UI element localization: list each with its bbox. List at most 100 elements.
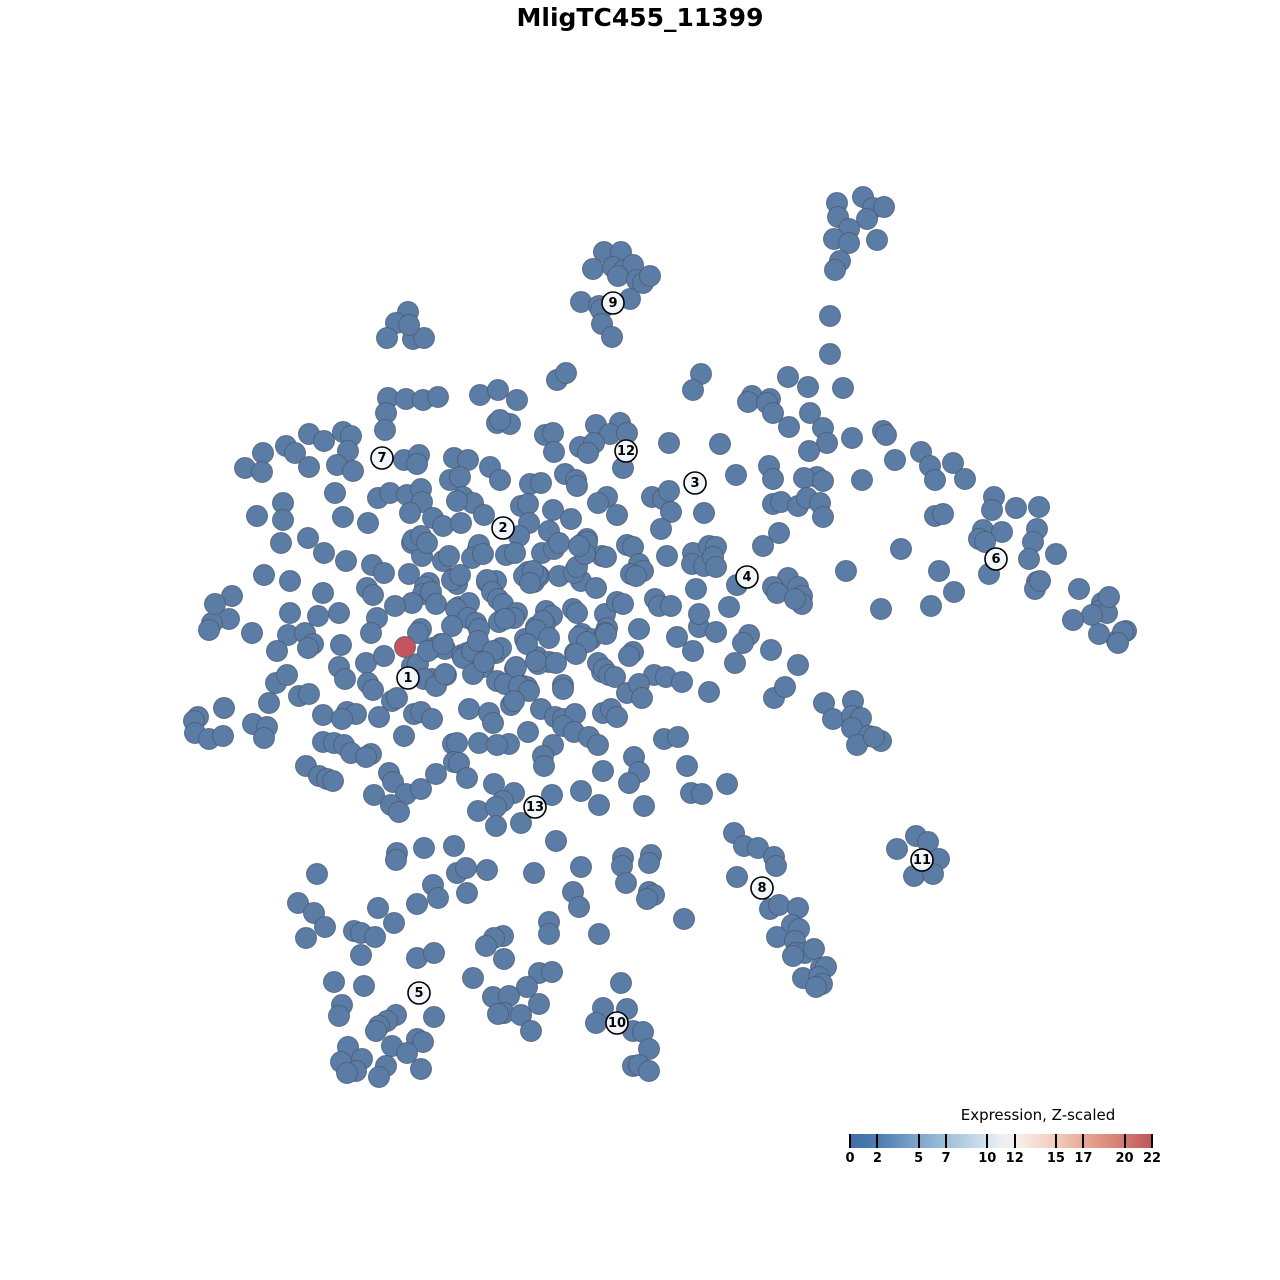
data-point: [943, 581, 965, 603]
data-point: [638, 1038, 660, 1060]
data-point: [656, 545, 678, 567]
data-point: [398, 563, 420, 585]
data-point: [991, 521, 1013, 543]
data-point: [538, 923, 560, 945]
data-point: [676, 755, 698, 777]
data-point: [198, 619, 220, 641]
data-point: [787, 654, 809, 676]
data-point: [875, 424, 897, 446]
data-point: [565, 643, 587, 665]
data-point: [485, 815, 507, 837]
cluster-label-text-12: 12: [617, 444, 635, 459]
data-point: [1068, 578, 1090, 600]
data-point: [760, 639, 782, 661]
data-point: [1098, 586, 1120, 608]
data-point: [486, 734, 508, 756]
plot-title: MligTC455_11399: [516, 3, 764, 32]
data-point: [213, 697, 235, 719]
data-point: [407, 622, 429, 644]
data-point: [432, 633, 454, 655]
data-point: [566, 602, 588, 624]
data-point: [360, 622, 382, 644]
data-point: [350, 944, 372, 966]
data-point: [705, 556, 727, 578]
data-point: [688, 603, 710, 625]
data-point: [398, 314, 420, 336]
data-point: [628, 618, 650, 640]
data-point: [253, 727, 275, 749]
data-point: [726, 866, 748, 888]
data-point: [383, 912, 405, 934]
cluster-label-circle-5: [407, 981, 431, 1005]
data-point: [312, 704, 334, 726]
data-point: [856, 208, 878, 230]
data-point: [475, 935, 497, 957]
data-point: [660, 501, 682, 523]
data-point: [482, 712, 504, 734]
data-point: [416, 532, 438, 554]
data-point: [542, 499, 564, 521]
cluster-label-text-7: 7: [377, 451, 386, 466]
data-point: [570, 856, 592, 878]
data-point: [673, 908, 695, 930]
data-point: [322, 770, 344, 792]
data-point: [313, 430, 335, 452]
data-point: [342, 460, 364, 482]
data-point: [618, 645, 640, 667]
data-point: [270, 532, 292, 554]
data-point: [705, 621, 727, 643]
data-point: [485, 796, 507, 818]
data-point: [517, 493, 539, 515]
data-point: [376, 327, 398, 349]
data-point: [425, 763, 447, 785]
data-point: [258, 692, 280, 714]
cluster-label-circle-3: [683, 471, 707, 495]
data-point: [568, 896, 590, 918]
cluster-label-text-13: 13: [526, 800, 544, 815]
data-point: [778, 416, 800, 438]
data-point: [819, 343, 841, 365]
data-point: [548, 532, 570, 554]
data-point: [483, 773, 505, 795]
data-point: [295, 927, 317, 949]
data-point: [592, 760, 614, 782]
cluster-label-circle-11: [910, 848, 934, 872]
data-point: [691, 783, 713, 805]
data-point: [252, 442, 274, 464]
data-point: [822, 708, 844, 730]
data-point: [362, 679, 384, 701]
data-point: [671, 671, 693, 693]
data-point: [335, 550, 357, 572]
data-point: [406, 893, 428, 915]
data-point: [266, 640, 288, 662]
data-point: [423, 1006, 445, 1028]
data-point: [799, 402, 821, 424]
data-point: [1029, 570, 1051, 592]
data-point: [566, 475, 588, 497]
data-point: [505, 656, 527, 678]
data-point: [388, 801, 410, 823]
data-point: [336, 1062, 358, 1084]
data-point: [639, 265, 661, 287]
data-point: [570, 780, 592, 802]
cluster-label-circle-7: [370, 446, 394, 470]
data-point: [797, 376, 819, 398]
data-point: [467, 800, 489, 822]
data-point: [924, 469, 946, 491]
data-point: [357, 512, 379, 534]
data-point: [838, 232, 860, 254]
data-point: [658, 480, 680, 502]
data-point: [606, 706, 628, 728]
cluster-label-circle-10: [605, 1011, 629, 1035]
data-point: [1062, 609, 1084, 631]
data-point: [577, 442, 599, 464]
data-point: [427, 386, 449, 408]
data-point: [385, 849, 407, 871]
data-point: [552, 678, 574, 700]
data-point: [595, 623, 617, 645]
data-point: [365, 1020, 387, 1042]
data-point: [487, 1003, 509, 1025]
data-point: [434, 663, 456, 685]
